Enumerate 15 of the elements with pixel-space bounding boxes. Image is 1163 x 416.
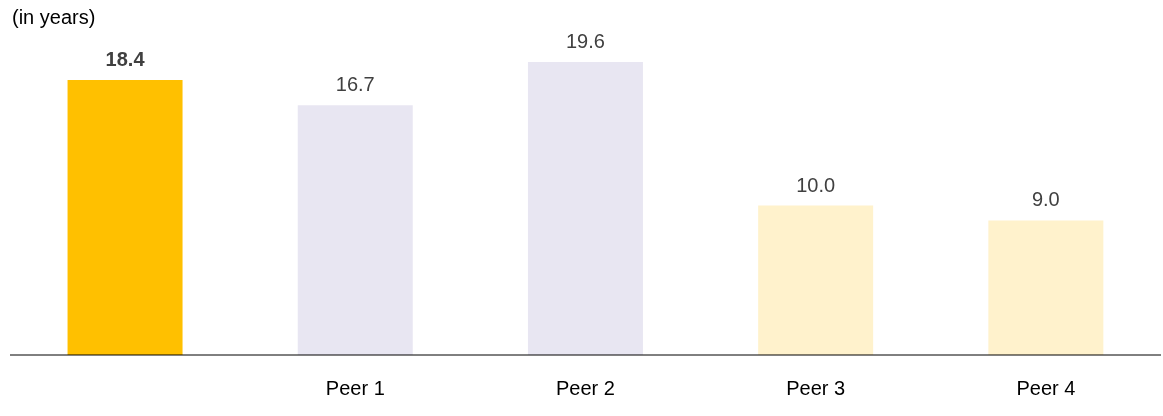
bar: [297, 105, 413, 355]
bar: [988, 220, 1104, 355]
data-label: 10.0: [796, 173, 836, 196]
x-tick-label: Peer 1: [325, 377, 385, 400]
x-tick-label: Peer 2: [556, 377, 615, 400]
data-label: 19.6: [565, 30, 605, 52]
data-label: 9.0: [1031, 188, 1060, 211]
x-tick-label: Peer 3: [786, 377, 846, 400]
y-axis-title: (in years): [12, 6, 96, 29]
bar: [527, 62, 643, 355]
bar: [67, 79, 183, 355]
data-label: 16.7: [335, 73, 375, 96]
bar: [758, 205, 874, 355]
x-tick-label: Peer 4: [1016, 377, 1076, 400]
data-label: 18.4: [105, 47, 146, 70]
